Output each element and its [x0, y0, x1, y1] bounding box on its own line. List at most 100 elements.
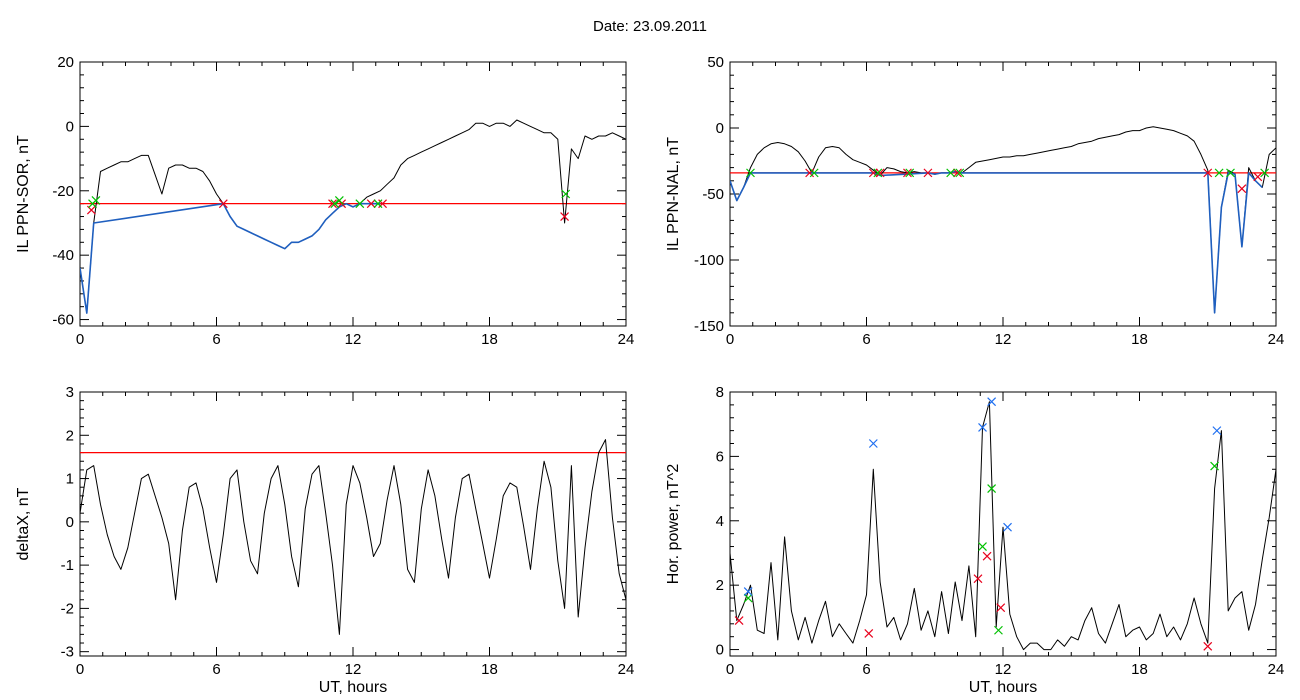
red-cross-marker [218, 199, 228, 209]
x-tick-label: 24 [618, 331, 635, 348]
red-cross-marker [996, 603, 1006, 613]
blue-cross-marker [1212, 426, 1222, 436]
x-tick-label: 18 [1131, 331, 1148, 348]
x-tick-label: 18 [1131, 661, 1148, 678]
y-axis-label: Hor. power, nT^2 [665, 464, 682, 585]
green-cross-marker [955, 168, 965, 178]
green-cross-marker [978, 542, 987, 551]
y-tick-label: 3 [66, 384, 74, 401]
x-axis-label: UT, hours [319, 349, 387, 350]
x-tick-label: 6 [862, 661, 870, 678]
blue-cross-marker [868, 439, 878, 448]
red-cross-marker [328, 199, 337, 209]
red-cross-marker [982, 551, 992, 561]
y-tick-label: 20 [57, 54, 74, 71]
y-tick-label: -1 [61, 557, 74, 574]
plot-area [730, 126, 1276, 314]
x-tick-label: 12 [995, 661, 1012, 678]
x-tick-label: 6 [212, 661, 220, 678]
y-tick-label: 0 [66, 118, 74, 135]
y-tick-label: -50 [702, 186, 724, 203]
green-cross-marker [373, 199, 383, 209]
y-tick-label: 1 [66, 471, 74, 488]
plot-area [80, 119, 626, 314]
green-cross-marker [994, 625, 1003, 635]
trace-series-line [730, 126, 1276, 314]
red-cross-marker [903, 168, 912, 178]
x-tick-label: 18 [481, 331, 498, 348]
y-tick-label: -150 [694, 318, 724, 335]
green-cross-marker [873, 168, 883, 178]
red-cross-marker [560, 212, 569, 221]
x-tick-label: 24 [1268, 331, 1285, 348]
y-tick-label: 2 [716, 577, 724, 594]
x-axis-label: UT, hours [969, 679, 1037, 696]
green-cross-marker [946, 168, 956, 178]
green-cross-marker [561, 189, 571, 199]
red-cross-marker [864, 629, 874, 638]
blue-cross-marker [1003, 522, 1012, 532]
y-tick-label: -100 [694, 252, 724, 269]
y-tick-label: -20 [52, 183, 74, 200]
blue-cross-marker [978, 422, 987, 432]
x-tick-label: 0 [726, 661, 734, 678]
green-cross-marker [91, 196, 101, 205]
x-tick-label: 12 [345, 331, 362, 348]
y-axis-label: IL PPN-SOR, nT [15, 135, 32, 253]
y-tick-label: 0 [716, 120, 724, 137]
red-cross-marker [734, 616, 744, 626]
x-axis-label: UT, hours [969, 349, 1037, 350]
red-cross-marker [366, 199, 376, 209]
green-cross-marker [334, 196, 344, 205]
y-tick-label: 0 [66, 514, 74, 531]
y-tick-label: -2 [61, 600, 74, 617]
y-tick-label: 2 [66, 427, 74, 444]
red-cross-marker [923, 168, 933, 178]
trace-series-line [730, 401, 1276, 651]
page-title: Date: 23.09.2011 [593, 18, 707, 35]
green-cross-marker [746, 168, 755, 178]
red-cross-marker [1253, 172, 1263, 182]
x-tick-label: 24 [618, 661, 635, 678]
x-tick-label: 12 [345, 661, 362, 678]
x-tick-label: 0 [76, 661, 84, 678]
x-tick-label: 12 [995, 331, 1012, 348]
red-cross-marker [1237, 184, 1247, 194]
y-axis-label: IL PPN-NAL, nT [665, 137, 682, 251]
chart-ppn-nal: 0 6 12 18 24 -150 -100 -50 0 50 UT, hours IL PPN-NA… [665, 54, 1285, 350]
y-tick-label: -40 [52, 247, 74, 264]
chart-ppn-sor: 0 6 12 18 24 -60 -40 -20 0 20 UT, hours IL PPN-SOR,… [15, 54, 635, 350]
red-cross-marker [973, 574, 983, 584]
y-tick-label: 4 [716, 513, 724, 530]
red-cross-marker [875, 168, 885, 178]
plot-area [730, 397, 1276, 651]
green-cross-marker [905, 168, 915, 178]
plot-area [80, 439, 626, 635]
green-cross-marker [355, 199, 365, 209]
x-tick-label: 18 [481, 661, 498, 678]
fit-series-line [80, 202, 381, 314]
green-cross-marker [809, 168, 819, 178]
y-tick-label: 8 [716, 384, 724, 401]
fit-series-line [730, 170, 1263, 314]
green-cross-marker [987, 484, 997, 494]
y-tick-label: 6 [716, 448, 724, 465]
x-tick-label: 24 [1268, 661, 1285, 678]
x-tick-label: 0 [76, 331, 84, 348]
y-tick-label: -3 [61, 644, 74, 661]
y-tick-label: 50 [707, 54, 724, 71]
x-axis-label: UT, hours [319, 679, 387, 696]
blue-cross-marker [743, 587, 753, 597]
x-tick-label: 0 [726, 331, 734, 348]
green-cross-marker [1214, 168, 1224, 178]
plot-frame [729, 391, 1277, 657]
trace-series-line [80, 439, 626, 635]
y-axis-label: deltaX, nT [15, 487, 32, 560]
red-cross-marker [953, 168, 962, 178]
red-cross-marker [1203, 641, 1213, 651]
green-cross-marker [1260, 168, 1270, 178]
green-cross-marker [330, 199, 340, 209]
blue-cross-marker [987, 397, 997, 407]
